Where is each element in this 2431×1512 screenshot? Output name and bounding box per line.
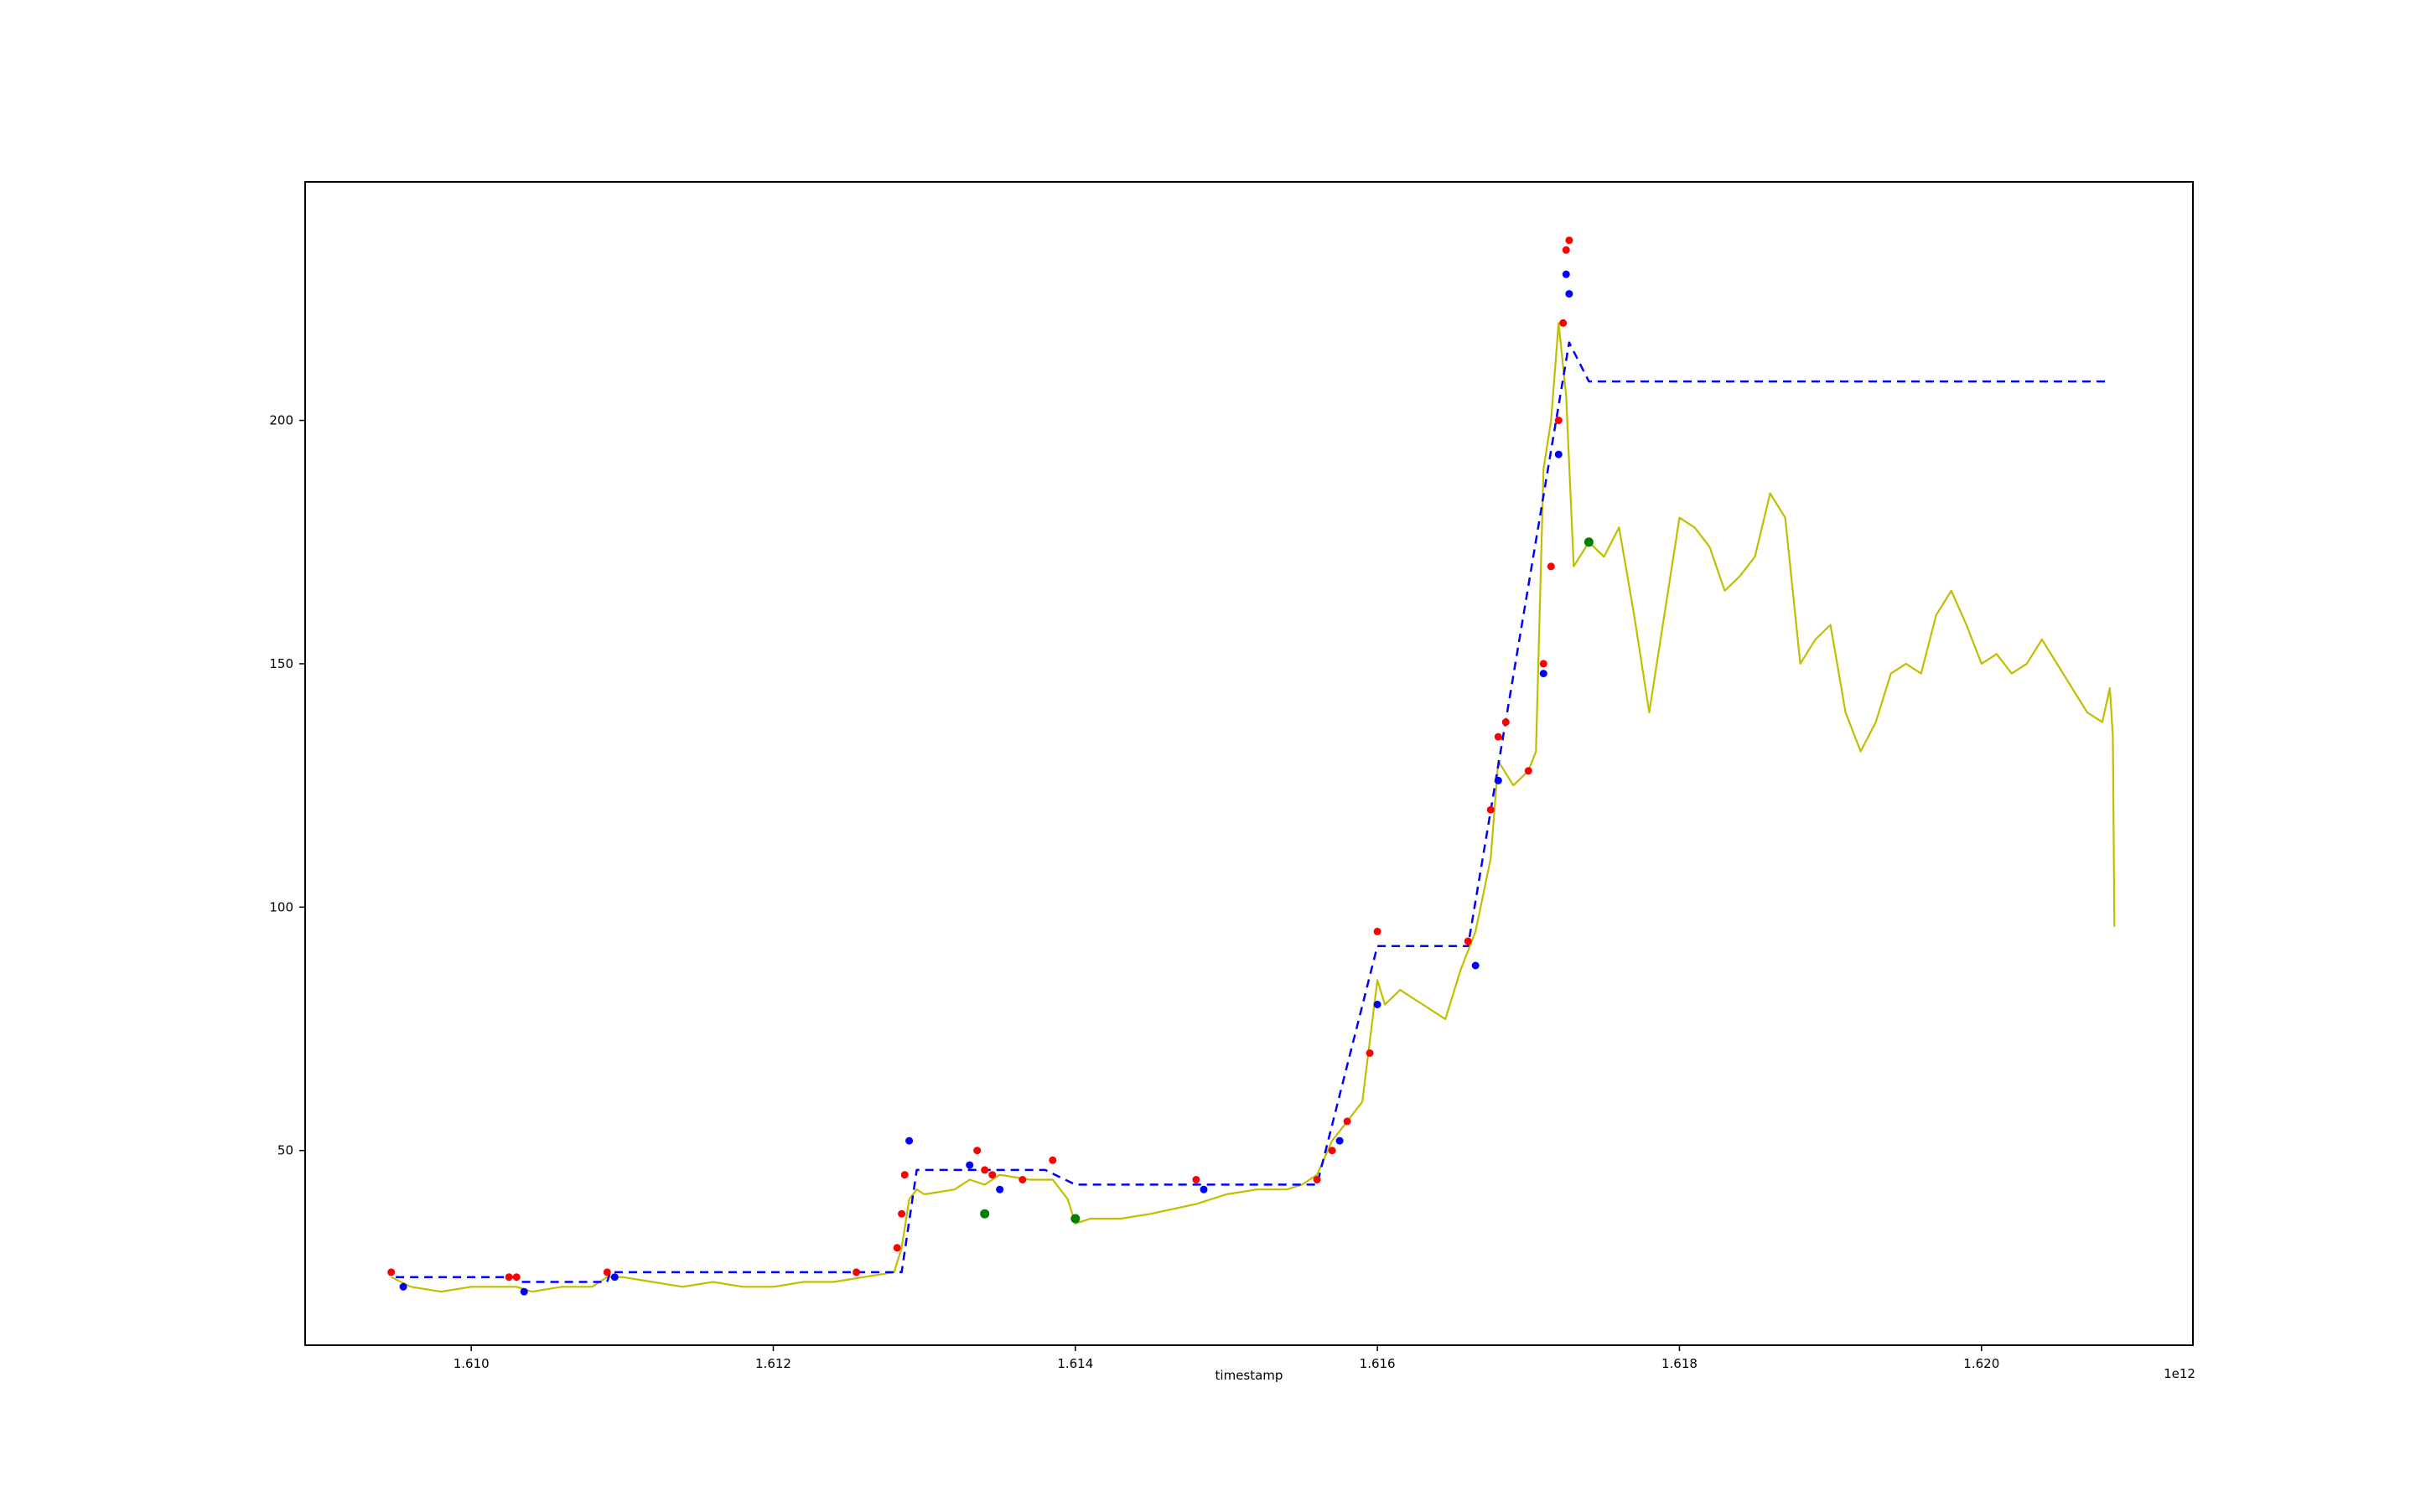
marker-point-0-26 bbox=[1554, 417, 1563, 425]
marker-point-0-21 bbox=[1494, 733, 1502, 741]
marker-point-0-27 bbox=[1559, 318, 1568, 327]
x-offset-label: 1e12 bbox=[2164, 1366, 2195, 1381]
marker-point-1-2 bbox=[610, 1273, 619, 1282]
marker-point-0-15 bbox=[1328, 1147, 1336, 1155]
marker-point-1-5 bbox=[996, 1185, 1004, 1194]
marker-point-0-7 bbox=[900, 1171, 909, 1179]
y-tick-label-1: 100 bbox=[269, 899, 293, 914]
marker-point-1-10 bbox=[1494, 776, 1502, 784]
marker-point-0-12 bbox=[1049, 1156, 1057, 1164]
marker-point-0-14 bbox=[1313, 1176, 1321, 1183]
marker-point-0-28 bbox=[1562, 246, 1570, 254]
marker-point-0-8 bbox=[973, 1147, 982, 1155]
axes: 1.610 1.612 1.614 1.616 1.618 1.620 50 100 150 20… bbox=[269, 413, 1999, 1371]
marker-point-1-12 bbox=[1554, 450, 1563, 458]
marker-point-1-9 bbox=[1471, 961, 1480, 970]
marker-point-2-0 bbox=[980, 1209, 990, 1219]
y-tick-label-0: 50 bbox=[277, 1143, 293, 1158]
x-tick-label-0: 1.610 bbox=[454, 1356, 490, 1371]
x-axis-label: timestamp bbox=[1216, 1368, 1283, 1383]
marker-point-0-19 bbox=[1464, 937, 1472, 945]
marker-point-1-3 bbox=[905, 1137, 914, 1145]
marker-point-0-1 bbox=[505, 1273, 513, 1282]
marker-point-1-4 bbox=[966, 1161, 974, 1169]
marker-point-1-14 bbox=[1565, 290, 1573, 298]
marker-point-0-25 bbox=[1547, 562, 1555, 571]
marker-point-0-2 bbox=[512, 1273, 521, 1282]
x-tick-label-4: 1.618 bbox=[1661, 1356, 1698, 1371]
marker-point-0-20 bbox=[1486, 805, 1495, 814]
marker-point-0-17 bbox=[1366, 1049, 1374, 1057]
marker-point-0-9 bbox=[981, 1166, 989, 1174]
x-tick-label-1: 1.612 bbox=[755, 1356, 791, 1371]
marker-point-1-1 bbox=[520, 1287, 528, 1296]
marker-point-0-22 bbox=[1501, 718, 1510, 727]
marker-point-0-18 bbox=[1373, 927, 1381, 935]
level-line-1 bbox=[396, 341, 2110, 1283]
y-tick-label-2: 150 bbox=[269, 656, 293, 671]
marker-point-0-5 bbox=[893, 1244, 901, 1252]
marker-point-0-3 bbox=[603, 1268, 611, 1276]
marker-point-0-13 bbox=[1192, 1176, 1200, 1183]
marker-point-1-7 bbox=[1335, 1137, 1344, 1145]
marker-point-0-0 bbox=[387, 1268, 396, 1276]
marker-point-1-0 bbox=[399, 1282, 407, 1291]
marker-point-1-13 bbox=[1562, 270, 1570, 278]
y-tick-label-3: 200 bbox=[269, 413, 293, 428]
plot-area bbox=[387, 236, 2116, 1296]
price-line-0 bbox=[391, 322, 2116, 1293]
marker-point-1-8 bbox=[1373, 1001, 1381, 1008]
marker-point-0-4 bbox=[853, 1268, 861, 1276]
marker-point-0-11 bbox=[1019, 1176, 1027, 1183]
marker-point-0-6 bbox=[898, 1209, 906, 1218]
marker-point-0-24 bbox=[1539, 660, 1547, 668]
marker-point-2-2 bbox=[1584, 537, 1594, 547]
marker-point-0-16 bbox=[1343, 1117, 1351, 1126]
marker-point-1-11 bbox=[1539, 670, 1547, 678]
marker-point-1-6 bbox=[1200, 1185, 1208, 1194]
marker-point-2-1 bbox=[1070, 1214, 1081, 1224]
axes-frame bbox=[304, 181, 2194, 1346]
marker-point-0-29 bbox=[1565, 236, 1573, 245]
marker-point-0-10 bbox=[988, 1171, 997, 1179]
x-tick-label-5: 1.620 bbox=[1963, 1356, 1999, 1371]
marker-point-0-23 bbox=[1524, 767, 1532, 775]
x-tick-label-2: 1.614 bbox=[1057, 1356, 1093, 1371]
x-tick-label-3: 1.616 bbox=[1360, 1356, 1396, 1371]
